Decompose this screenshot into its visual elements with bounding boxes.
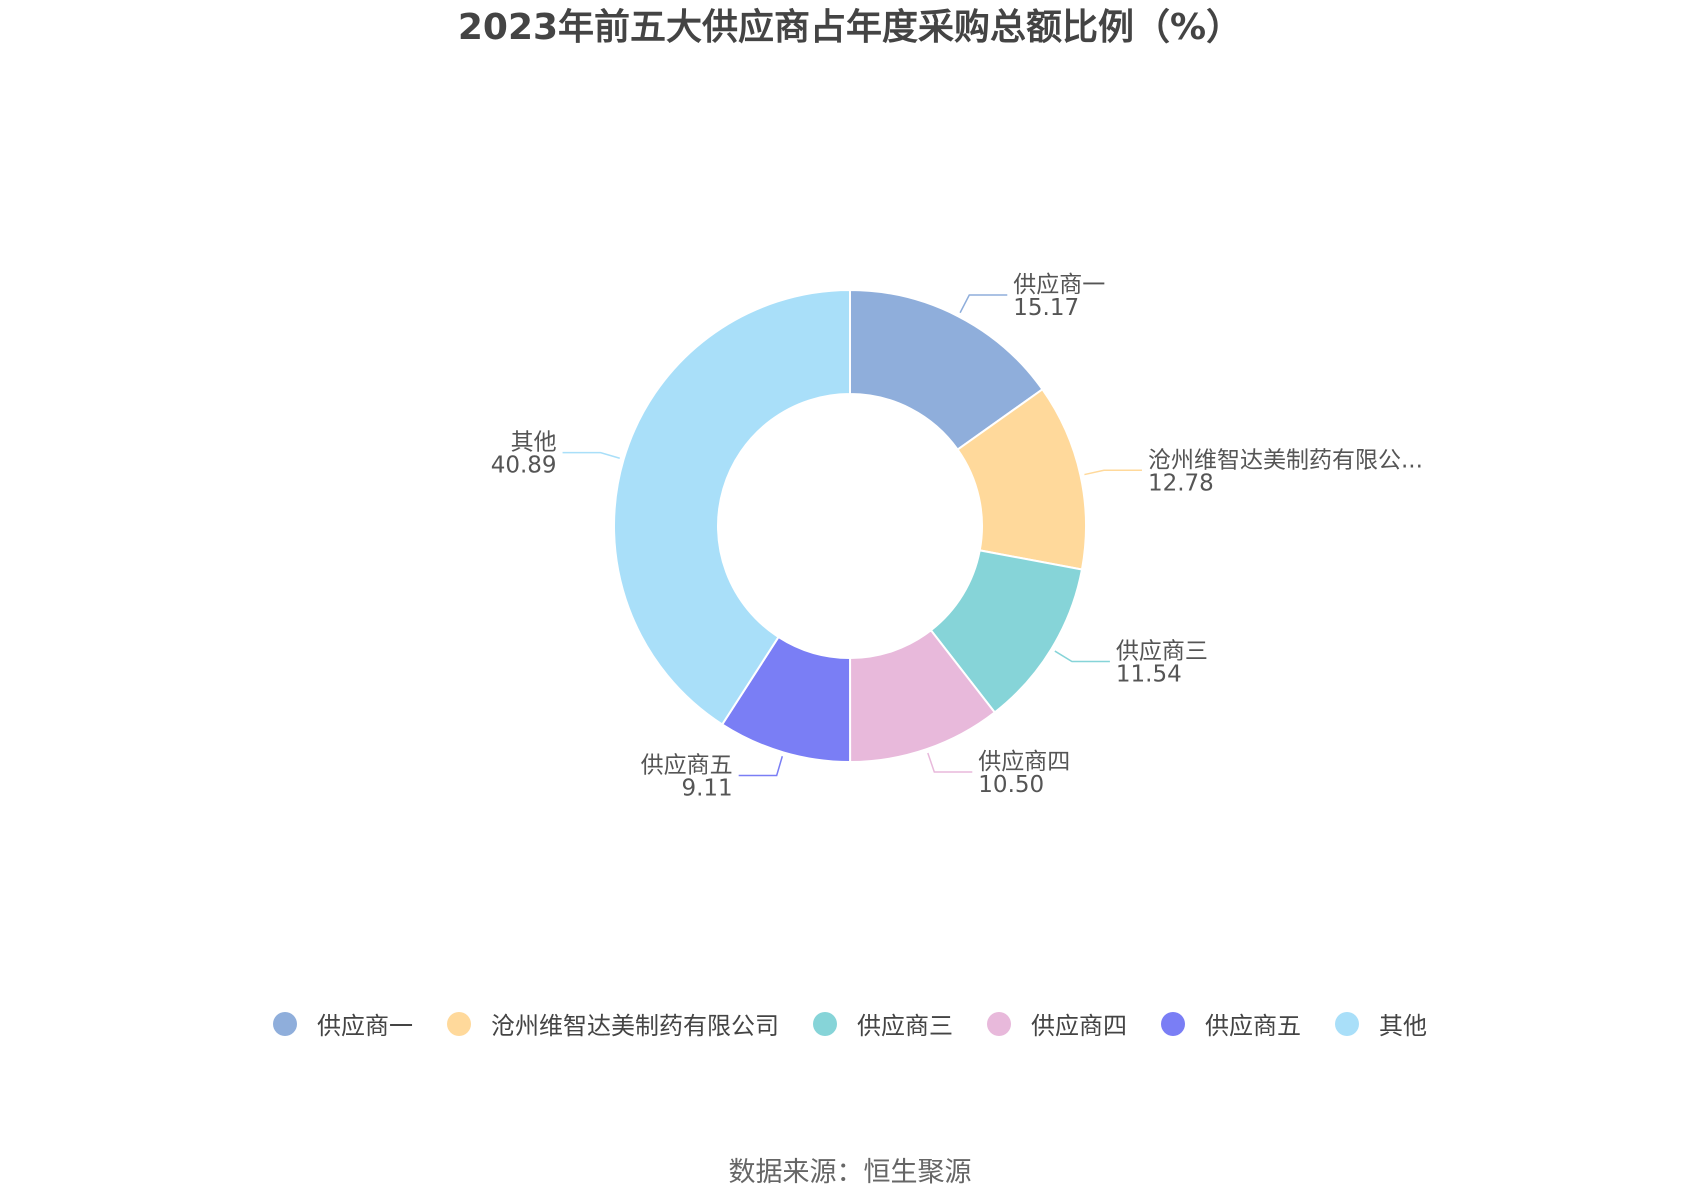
slice-value-label: 15.17 [1013,295,1079,321]
data-source: 数据来源：恒生聚源 [728,1157,972,1188]
legend-label: 其他 [1379,1012,1427,1040]
legend-marker-icon [813,1011,837,1036]
leader-line [562,451,620,459]
slice-name-label: 供应商五 [641,752,733,778]
chart-title: 2023年前五大供应商占年度采购总额比例（%） [457,7,1243,48]
legend-item[interactable]: 供应商三 [813,1006,953,1041]
legend-marker-icon [273,1011,297,1036]
slice-value-label: 11.54 [1116,661,1182,687]
leader-line [738,756,784,777]
slice-name-label: 供应商四 [978,749,1070,775]
legend-label: 供应商三 [857,1012,953,1040]
slice-value-label: 40.89 [491,453,557,479]
leader-line [927,752,973,773]
legend-label: 沧州维智达美制药有限公司 [491,1012,779,1040]
legend-marker-icon [447,1011,471,1036]
legend-item[interactable]: 沧州维智达美制药有限公司 [447,1006,779,1041]
legend-label: 供应商四 [1031,1012,1127,1040]
slice-name-label: 供应商一 [1013,272,1105,298]
leader-line [1054,650,1110,663]
slices-layer [613,288,1087,764]
slice-value-label: 12.78 [1148,470,1214,496]
slice-value-label: 9.11 [681,775,732,801]
slice-name-label: 沧州维智达美制药有限公... [1148,447,1423,473]
slice-value-label: 10.50 [978,772,1044,798]
leader-line [959,294,1008,314]
legend-marker-icon [1161,1011,1185,1036]
slice-name-label: 供应商三 [1116,638,1208,664]
slice-name-label: 其他 [511,430,557,456]
legend: 供应商一 沧州维智达美制药有限公司 供应商三 供应商四 供应商五 其他 [0,1006,1700,1041]
legend-item[interactable]: 其他 [1335,1006,1427,1041]
legend-marker-icon [987,1011,1011,1036]
pie-slice[interactable] [613,288,851,726]
legend-item[interactable]: 供应商五 [1161,1006,1301,1041]
legend-label: 供应商五 [1205,1012,1301,1040]
legend-item[interactable]: 供应商四 [987,1006,1127,1041]
leader-line [1084,469,1142,476]
legend-label: 供应商一 [317,1012,413,1040]
legend-item[interactable]: 供应商一 [273,1006,413,1041]
legend-marker-icon [1335,1011,1359,1036]
